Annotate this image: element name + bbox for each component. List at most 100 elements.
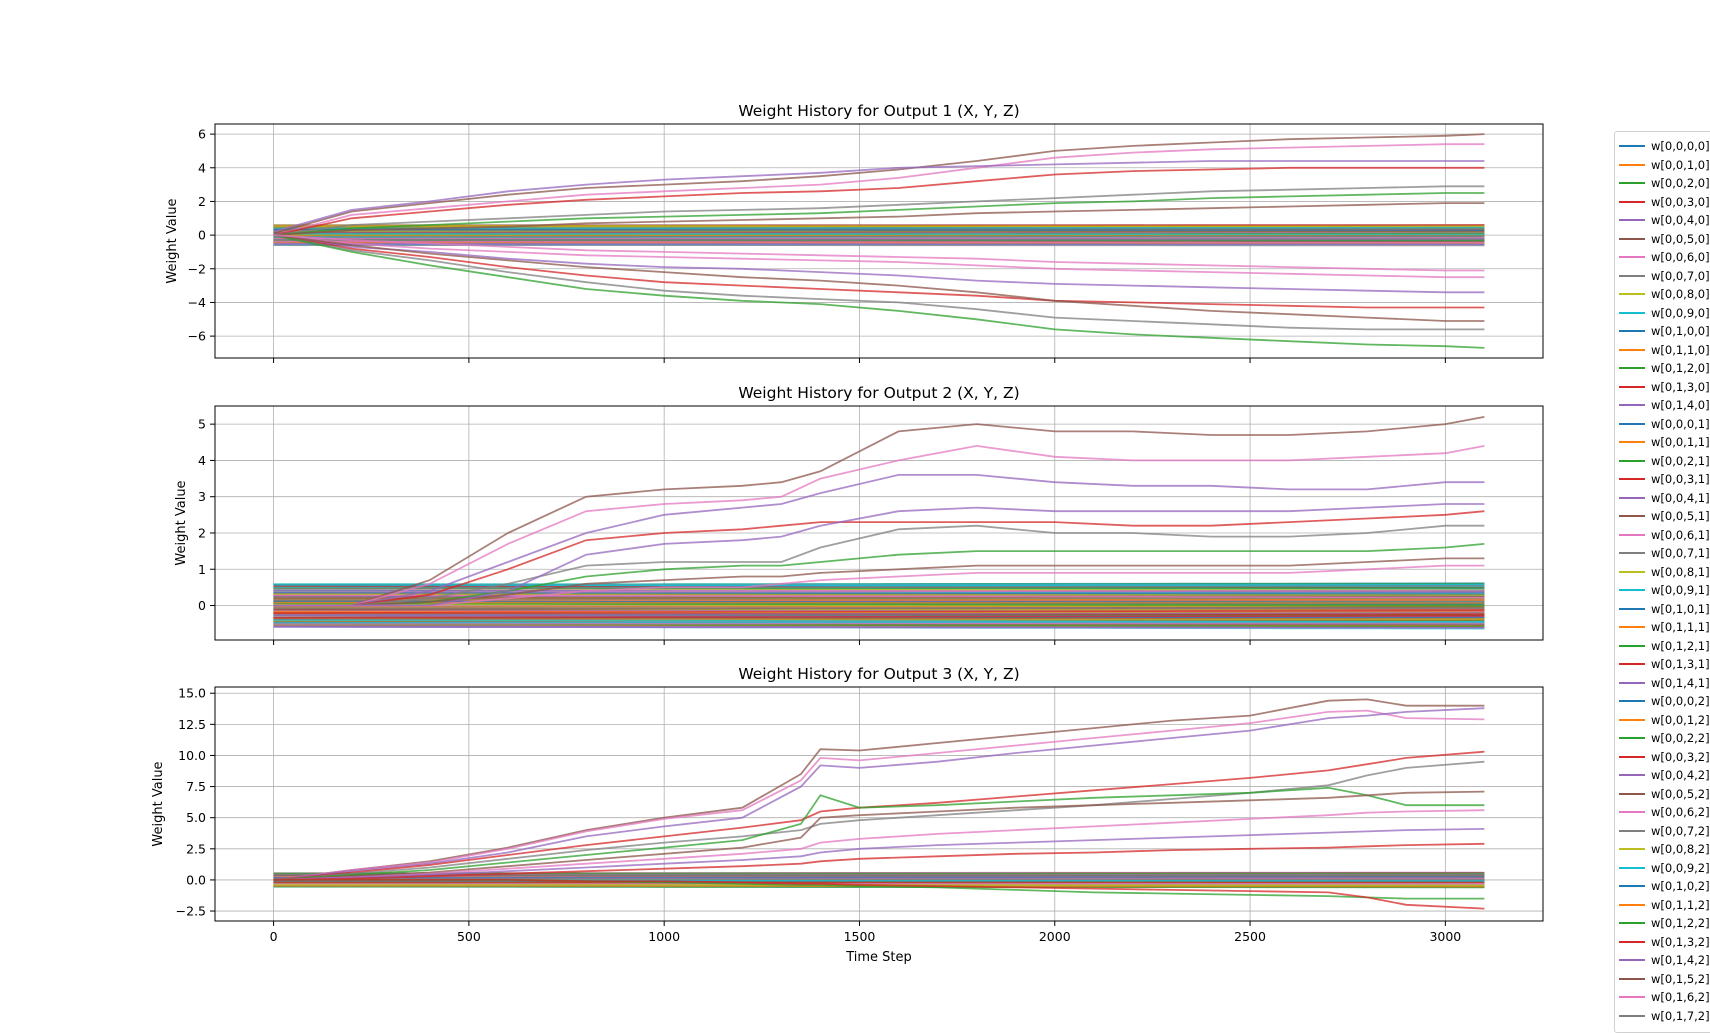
legend-swatch — [1619, 496, 1645, 499]
y-tick-label: −6 — [188, 329, 206, 344]
legend-item: w[0,0,0,1] — [1619, 415, 1710, 433]
y-tick-label: 12.5 — [178, 717, 206, 732]
legend-label: w[0,0,1,0] — [1651, 157, 1710, 172]
legend-label: w[0,0,0,2] — [1651, 694, 1710, 708]
legend-item: w[0,1,4,0] — [1619, 396, 1710, 414]
legend-label: w[0,1,4,1] — [1651, 675, 1710, 690]
weight-line-band — [273, 603, 1485, 608]
legend-label: w[0,0,6,0] — [1651, 250, 1710, 264]
legend-item: w[0,1,1,0] — [1619, 341, 1710, 359]
weight-line-series — [273, 524, 1485, 607]
legend-item: w[0,1,3,2] — [1619, 933, 1710, 951]
weight-line-series — [273, 166, 1485, 236]
legend-swatch — [1619, 681, 1645, 684]
legend-swatch — [1619, 330, 1645, 332]
legend-item: w[0,0,1,0] — [1619, 156, 1710, 174]
legend-label: w[0,0,6,1] — [1651, 527, 1710, 542]
y-axis-label: Weight Value — [165, 198, 180, 283]
legend-swatch — [1619, 700, 1645, 702]
legend-label: w[0,0,7,0] — [1651, 268, 1710, 283]
legend-label: w[0,0,8,2] — [1651, 842, 1710, 856]
x-tick-label: 500 — [457, 929, 481, 944]
legend-swatch — [1619, 311, 1645, 314]
weight-line-band — [273, 237, 1485, 240]
chart-panel-3: 0 500 1000 1500 2000 2500 3000 −2.5 0.0 2.5 5.0 7.5… — [151, 665, 1544, 965]
legend-item: w[0,0,4,2] — [1619, 766, 1710, 784]
legend-swatch — [1619, 256, 1645, 258]
legend-swatch — [1619, 977, 1645, 980]
legend-label: w[0,0,2,1] — [1651, 453, 1710, 468]
y-axis-label: Weight Value — [174, 480, 189, 565]
weight-line-band — [273, 615, 1485, 619]
legend-swatch — [1619, 237, 1645, 240]
weight-line-series — [273, 503, 1485, 607]
legend-item: w[0,0,3,0] — [1619, 193, 1710, 211]
legend-swatch — [1619, 737, 1645, 739]
weight-line-series — [273, 709, 1485, 881]
weight-line-band — [273, 609, 1485, 614]
weight-line-series — [273, 698, 1485, 881]
y-tick-label: 2.5 — [186, 841, 206, 856]
legend-item: w[0,1,1,2] — [1619, 896, 1710, 914]
y-tick-label: 4 — [198, 453, 206, 468]
weight-line-band — [273, 602, 1485, 607]
weight-line-band — [273, 626, 1485, 629]
x-tick-label: 0 — [270, 929, 278, 944]
legend-label: w[0,1,2,2] — [1651, 916, 1710, 930]
legend-label: w[0,0,6,2] — [1651, 805, 1710, 819]
legend-item: w[0,1,0,0] — [1619, 322, 1710, 340]
legend-item: w[0,0,6,0] — [1619, 248, 1710, 266]
legend-item: w[0,0,7,2] — [1619, 822, 1710, 840]
legend-label: w[0,0,5,0] — [1651, 231, 1710, 246]
legend-item: w[0,0,7,1] — [1619, 544, 1710, 562]
legend-label: w[0,1,4,2] — [1651, 953, 1710, 967]
legend-swatch — [1619, 219, 1645, 221]
x-tick-label: 1500 — [844, 929, 876, 944]
legend-item: w[0,0,0,0] — [1619, 137, 1710, 155]
legend-label: w[0,0,9,2] — [1651, 860, 1710, 875]
axes-frame — [214, 405, 1544, 641]
weight-line-series — [273, 474, 1485, 607]
legend-swatch — [1619, 274, 1645, 277]
legend-label: w[0,0,2,0] — [1651, 176, 1710, 190]
weight-line-series — [273, 760, 1485, 881]
legend-swatch — [1619, 367, 1645, 369]
weight-line-band — [273, 881, 1485, 884]
legend-label: w[0,1,5,2] — [1651, 971, 1710, 986]
weight-line-band — [273, 225, 1485, 228]
legend-label: w[0,0,3,0] — [1651, 194, 1710, 209]
legend-label: w[0,1,6,2] — [1651, 990, 1710, 1004]
y-tick-label: 4 — [198, 160, 206, 175]
legend-item: w[0,0,4,0] — [1619, 211, 1710, 229]
y-axis-label: Weight Value — [151, 761, 166, 846]
legend-item: w[0,0,9,1] — [1619, 581, 1710, 599]
weight-line-series — [273, 234, 1485, 272]
weight-line-series — [273, 564, 1485, 607]
weight-line-series — [273, 234, 1485, 322]
y-tick-label: 2 — [198, 194, 206, 209]
legend-swatch — [1619, 182, 1645, 184]
weight-line-series — [273, 234, 1485, 349]
axes-frame — [214, 123, 1544, 359]
legend-swatch — [1619, 774, 1645, 776]
y-tick-label: −2 — [188, 261, 206, 276]
legend-swatch — [1619, 885, 1645, 887]
legend-swatch — [1619, 718, 1645, 721]
legend-swatch — [1619, 922, 1645, 924]
legend-item: w[0,0,8,1] — [1619, 563, 1710, 581]
legend-item: w[0,1,3,1] — [1619, 655, 1710, 673]
legend-swatch — [1619, 478, 1645, 480]
weight-line-series — [273, 160, 1485, 233]
legend-item: w[0,0,3,2] — [1619, 748, 1710, 766]
legend-label: w[0,1,2,1] — [1651, 638, 1710, 653]
weight-line-band — [273, 611, 1485, 616]
y-tick-label: 0.0 — [186, 872, 206, 887]
weight-line-series — [273, 444, 1485, 607]
legend-swatch — [1619, 607, 1645, 610]
chart-title: Weight History for Output 1 (X, Y, Z) — [738, 102, 1019, 120]
weight-line-band — [273, 601, 1485, 604]
legend-label: w[0,1,0,0] — [1651, 324, 1710, 338]
legend-swatch — [1619, 829, 1645, 832]
legend-item: w[0,1,4,1] — [1619, 674, 1710, 692]
legend-item: w[0,0,9,0] — [1619, 304, 1710, 322]
